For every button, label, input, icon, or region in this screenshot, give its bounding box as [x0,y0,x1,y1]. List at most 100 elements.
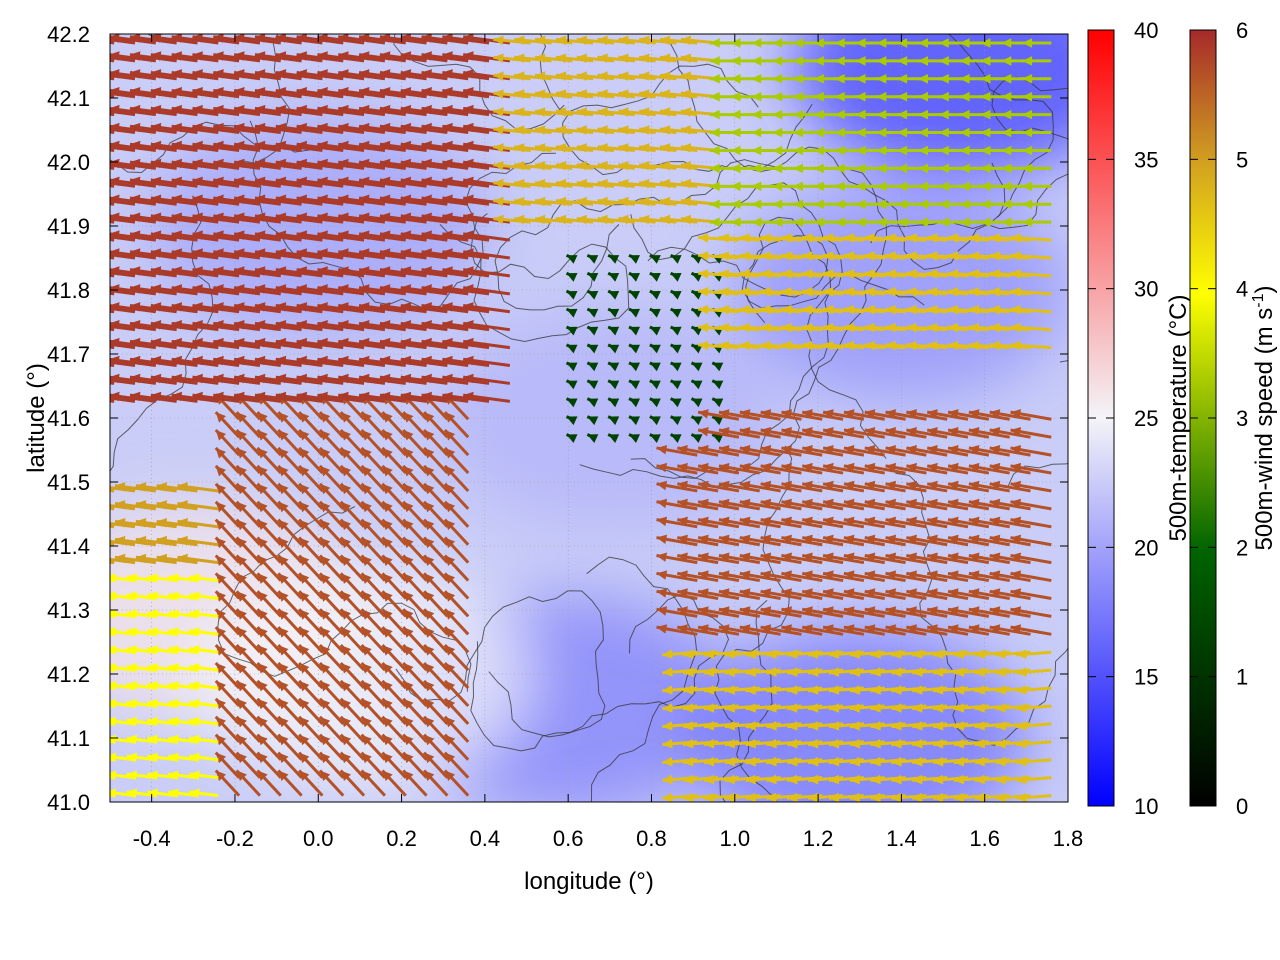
wind-vector-head [296,212,308,222]
wind-vector-head [110,230,120,240]
wind-vector-head [670,344,682,354]
wind-vector-head [257,501,268,513]
wind-vector-head [781,340,792,351]
wind-vector-head [340,412,351,423]
wind-vector [110,399,115,403]
wind-vector-head [597,196,608,207]
wind-vector-head [656,462,668,473]
wind-vector-head [698,304,709,315]
wind-vector-head [618,107,629,117]
wind-vector-head [88,302,99,311]
wind-vector-head [698,606,709,616]
wind-vector-head [677,445,688,455]
wind-vector [110,127,136,135]
wind-vector-head [891,649,902,659]
wind-vector [110,504,136,511]
wind-vector-head [444,501,456,513]
wind-vector-head [275,230,287,240]
wind-vector-head [802,251,813,261]
wind-vector-head [379,391,391,402]
wind-vector-head [989,534,1001,544]
wind-vector-head [403,430,414,441]
wind-vector-head [968,233,980,243]
wind-vector-head [254,373,266,384]
wind-vector-head [361,663,372,674]
wind-vector-head [843,340,855,351]
wind-vector-head [296,194,308,204]
wind-vector-head [126,698,138,709]
wind-vector-head [864,516,876,527]
wind-vector-head [849,667,860,677]
wind-vector-head [234,266,245,276]
wind-vector-head [361,734,372,746]
wind-vector-head [150,104,162,115]
wind-vector-head [709,217,720,227]
wind-vector-head [150,355,162,366]
wind-vector-head [110,627,117,637]
wind-vector-head [215,698,226,710]
wind-vector-head [110,51,120,61]
wind-vector-head [150,176,162,187]
wind-vector-head [535,53,546,63]
wind-vector-head [953,649,965,659]
wind-vector-head [156,553,168,564]
wind-vector-head [906,340,917,351]
wind-vector-head [254,158,266,169]
wind-vector-head [933,649,944,659]
wind-vector-head [1010,233,1021,243]
wind-vector-head [719,624,730,634]
wind-vector-head [849,739,860,749]
wind-vector-head [147,573,158,583]
wind-vector-head [855,199,866,209]
wind-vector-head [463,355,474,366]
wind-vector-head [88,392,99,401]
wind-vector-head [670,308,682,318]
wind-vector-head [656,498,668,509]
wind-vector-head [953,774,965,785]
wind-vector-head [1010,570,1022,580]
wind-vector-head [319,609,331,620]
contour-line [714,445,793,802]
wind-vector-head [85,771,95,781]
wind-vector-head [168,734,179,745]
wind-vector-head [1001,163,1012,174]
wind-vector-head [989,606,1001,616]
wind-vector-head [849,721,860,731]
wind-vector-head [275,158,287,169]
wind-vector-head [828,774,840,785]
wind-vector-head [234,248,245,258]
wind-vector-head [379,355,391,366]
wind-colorbar-label-end: ) [1251,286,1278,294]
wind-vector-head [463,230,474,240]
wind-vector-head [912,792,923,802]
wind-vector-head [110,284,120,294]
wind-vector-head [555,143,567,153]
wind-vector-head [110,770,117,781]
wind-vector-head [781,409,792,419]
wind-vector-head [906,588,917,598]
wind-vector-head [254,284,266,294]
wind-vector-head [359,248,370,258]
wind-vector [110,288,136,296]
wind-vector-head [319,448,331,459]
wind-vector-head [236,734,247,746]
wind-vector-head [989,462,1001,473]
wind-vector-head [618,196,629,207]
wind-vector-head [864,287,875,297]
wind-vector-head [719,606,730,616]
wind-vector-head [442,87,453,97]
wind-vector-head [400,194,412,204]
wind-vector-head [1001,74,1012,84]
wind-vector-head [514,89,525,99]
wind-vector-head [980,109,991,120]
wind-vector-head [698,462,709,473]
wind-vector-head [968,588,980,598]
wind-vector-head [514,71,525,81]
wind-vector-head [463,104,474,115]
wind-vector-head [980,199,991,209]
wind-vector [110,109,136,117]
wind-vector-head [912,649,923,659]
wind-vector-head [234,51,245,61]
wind-vector-head [192,69,203,79]
